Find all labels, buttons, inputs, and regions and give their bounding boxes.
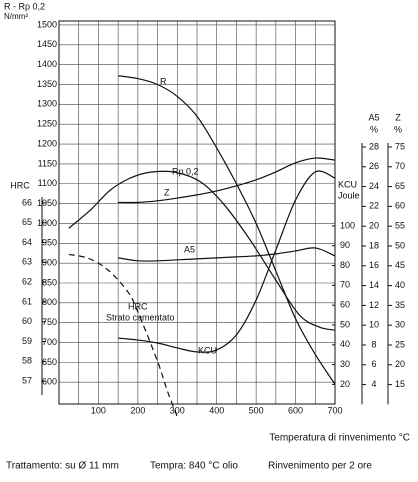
a5-tick-label: 28 <box>369 141 379 151</box>
y-tick-label: 950 <box>42 238 57 248</box>
kcu-tick-label: 70 <box>340 280 350 290</box>
a5-axis-unit: % <box>370 124 378 134</box>
hrc-tick-label: 65 <box>22 217 32 227</box>
a5-tick-label: 18 <box>369 240 379 250</box>
series-label: R <box>160 76 167 86</box>
y-tick-label: 1300 <box>37 99 57 109</box>
a5-tick-label: 4 <box>371 379 376 389</box>
hrc-tick-label: 61 <box>22 296 32 306</box>
x-tick-label: 300 <box>170 405 185 415</box>
a5-tick-label: 16 <box>369 260 379 270</box>
y-tick-label: 700 <box>42 337 57 347</box>
z-tick-label: 75 <box>395 141 405 151</box>
kcu-axis-label: KCU <box>338 179 357 189</box>
hrc-tick-label: 64 <box>22 237 32 247</box>
series-label: HRC <box>128 301 148 311</box>
z-axis-unit: % <box>394 124 402 134</box>
x-tick-label: 100 <box>91 405 106 415</box>
hrc-tick-label: 60 <box>22 316 32 326</box>
series-note: Strato cementato <box>106 312 175 322</box>
y-tick-label: 1000 <box>37 218 57 228</box>
kcu-tick-label: 40 <box>340 339 350 349</box>
a5-tick-label: 12 <box>369 300 379 310</box>
z-tick-label: 60 <box>395 201 405 211</box>
y-tick-label: 900 <box>42 258 57 268</box>
hrc-tick-label: 58 <box>22 356 32 366</box>
z-tick-label: 55 <box>395 221 405 231</box>
z-tick-label: 45 <box>395 260 405 270</box>
y-axis-unit: N/mm² <box>4 12 28 21</box>
footer-note: Trattamento: su Ø 11 mm <box>6 461 119 472</box>
a5-tick-label: 22 <box>369 201 379 211</box>
series-line <box>68 253 178 417</box>
series-label: Rp 0,2 <box>172 166 199 176</box>
series-label: Z <box>164 187 170 197</box>
series-line <box>118 75 336 385</box>
kcu-tick-label: 50 <box>340 319 350 329</box>
kcu-tick-label: 80 <box>340 260 350 270</box>
z-tick-label: 40 <box>395 280 405 290</box>
z-tick-label: 15 <box>395 379 405 389</box>
y-tick-label: 1400 <box>37 59 57 69</box>
y-tick-label: 650 <box>42 357 57 367</box>
y-tick-label: 850 <box>42 277 57 287</box>
footer-note: Rinvenimento per 2 ore <box>268 461 372 472</box>
y-tick-label: 1350 <box>37 79 57 89</box>
y-tick-label: 1200 <box>37 138 57 148</box>
kcu-tick-label: 20 <box>340 379 350 389</box>
kcu-tick-label: 30 <box>340 359 350 369</box>
hrc-tick-label: 63 <box>22 257 32 267</box>
z-tick-label: 20 <box>395 359 405 369</box>
plot-frame <box>58 20 336 405</box>
x-tick-label: 600 <box>288 405 303 415</box>
y-tick-label: 1150 <box>38 158 57 168</box>
x-tick-label: 400 <box>209 405 224 415</box>
series-label: KCU <box>198 345 217 355</box>
a5-tick-label: 24 <box>369 181 379 191</box>
y-tick-label: 800 <box>42 297 57 307</box>
a5-tick-label: 8 <box>371 339 376 349</box>
footer-note: Tempra: 840 °C olio <box>150 461 238 472</box>
z-tick-label: 50 <box>395 240 405 250</box>
y-tick-label: 1250 <box>37 119 57 129</box>
y-tick-label: 1450 <box>37 39 57 49</box>
series-line <box>68 170 336 331</box>
a5-tick-label: 26 <box>369 161 379 171</box>
y-tick-label: 750 <box>42 317 57 327</box>
y-tick-label: 1100 <box>38 178 57 188</box>
y-tick-label: 1050 <box>37 198 57 208</box>
x-tick-label: 500 <box>249 405 264 415</box>
kcu-tick-label: 100 <box>340 220 355 230</box>
kcu-tick-label: 60 <box>340 300 350 310</box>
x-axis-title: Temperatura di rinvenimento °C <box>269 433 410 444</box>
hrc-tick-label: 59 <box>22 336 32 346</box>
hrc-tick-label: 62 <box>22 277 32 287</box>
hrc-tick-label: 57 <box>22 376 32 386</box>
z-axis-label: Z <box>395 112 401 122</box>
x-tick-label: 700 <box>327 405 342 415</box>
hrc-tick-label: 66 <box>22 197 32 207</box>
a5-tick-label: 20 <box>369 221 379 231</box>
hrc-axis-label: HRC <box>10 180 30 190</box>
kcu-tick-label: 90 <box>340 240 350 250</box>
z-tick-label: 70 <box>395 161 405 171</box>
series-line <box>118 170 336 353</box>
x-tick-label: 200 <box>130 405 145 415</box>
z-tick-label: 25 <box>395 339 405 349</box>
z-tick-label: 65 <box>395 181 405 191</box>
z-tick-label: 35 <box>395 300 405 310</box>
y-axis-title: R - Rp 0,2 <box>4 1 45 11</box>
y-tick-label: 600 <box>42 377 57 387</box>
y-tick-label: 1500 <box>37 19 57 29</box>
series-label: A5 <box>184 244 195 254</box>
a5-tick-label: 10 <box>369 320 379 330</box>
z-tick-label: 30 <box>395 320 405 330</box>
a5-tick-label: 14 <box>369 280 379 290</box>
a5-tick-label: 6 <box>371 359 376 369</box>
series-line <box>118 157 336 204</box>
kcu-axis-unit: Joule <box>338 190 360 200</box>
series-line <box>118 247 336 262</box>
a5-axis-label: A5 <box>368 112 379 122</box>
